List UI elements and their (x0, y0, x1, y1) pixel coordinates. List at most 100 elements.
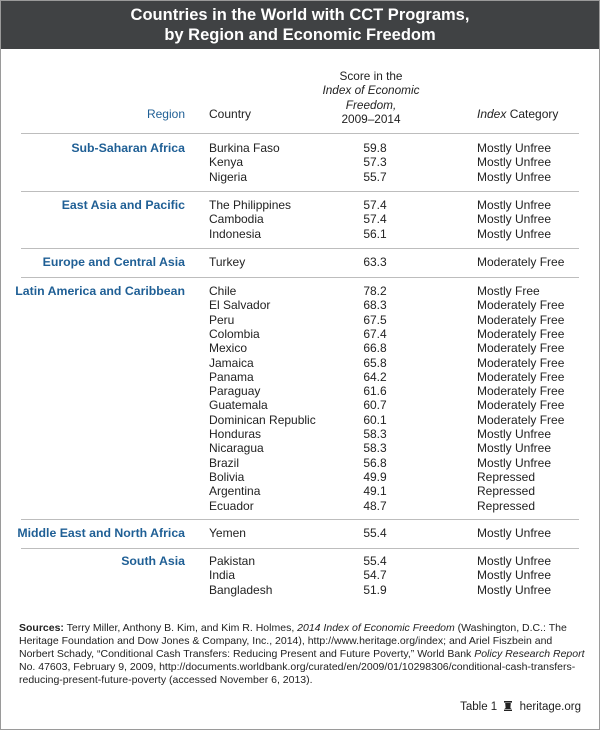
category-cell: Moderately Free (477, 398, 565, 413)
header-region: Region (146, 107, 185, 121)
country-cell: Mexico (209, 341, 248, 356)
region-label: South Asia (121, 554, 185, 568)
score-cell: 56.8 (363, 455, 387, 470)
country-cell: India (209, 568, 236, 583)
country-cell: Honduras (209, 427, 262, 441)
category-cell: Repressed (477, 498, 536, 513)
country-cell: Guatemala (209, 398, 268, 413)
score-cell: 58.3 (363, 427, 387, 441)
region-label: Sub-Saharan Africa (71, 141, 185, 155)
country-cell: Cambodia (209, 212, 264, 227)
header-score-line-1: Score in the (339, 69, 403, 83)
footer-site: heritage.org (519, 701, 581, 713)
title-line-1: Countries in the World with CCT Programs… (130, 6, 470, 24)
category-cell: Mostly Unfree (477, 198, 552, 212)
category-cell: Moderately Free (477, 384, 565, 399)
score-cell: 64.2 (363, 369, 387, 384)
sources-note: Sources: Terry Miller, Anthony B. Kim, a… (19, 622, 585, 687)
score-cell: 55.4 (363, 526, 387, 540)
category-cell: Moderately Free (477, 369, 565, 384)
category-cell: Mostly Unfree (477, 441, 552, 456)
category-cell: Moderately Free (477, 255, 565, 269)
score-cell: 57.3 (363, 155, 387, 170)
score-cell: 51.9 (363, 582, 387, 597)
header-score: Score in the Index of Economic Freedom, … (321, 69, 421, 126)
footer: Table 1 heritage.org (460, 701, 581, 713)
category-cell: Mostly Unfree (477, 526, 552, 540)
category-cell: Mostly Unfree (477, 568, 552, 583)
country-cell: Ecuador (209, 498, 254, 513)
region-label: Europe and Central Asia (42, 255, 185, 269)
row-divider (21, 191, 579, 192)
category-cell: Mostly Unfree (477, 455, 552, 470)
score-cell: 65.8 (363, 355, 387, 370)
score-cell: 68.3 (363, 298, 387, 313)
region-label: Latin America and Caribbean (15, 284, 185, 298)
country-cell: Burkina Faso (209, 141, 280, 155)
region-label: East Asia and Pacific (61, 198, 185, 212)
score-cell: 58.3 (363, 441, 387, 456)
header-score-line-4: 2009–2014 (341, 111, 401, 126)
header-score-line-3: Freedom, (345, 97, 397, 112)
category-cell: Repressed (477, 484, 536, 499)
category-cell: Moderately Free (477, 312, 565, 327)
sources-text-1: Terry Miller, Anthony B. Kim, and Kim R.… (63, 622, 298, 634)
category-cell: Moderately Free (477, 298, 565, 313)
header-category-rest: Category (506, 107, 559, 121)
country-cell: Indonesia (209, 226, 262, 241)
score-cell: 60.1 (363, 412, 387, 427)
header-country: Country (209, 107, 252, 121)
score-cell: 60.7 (363, 398, 387, 413)
score-cell: 49.1 (363, 484, 387, 499)
score-cell: 67.5 (363, 312, 387, 327)
country-cell: Chile (209, 284, 237, 298)
country-cell: Bangladesh (209, 582, 273, 597)
score-cell: 54.7 (363, 568, 387, 583)
country-cell: Yemen (209, 526, 246, 540)
category-cell: Moderately Free (477, 412, 565, 427)
category-cell: Mostly Unfree (477, 554, 552, 568)
country-cell: Nigeria (209, 169, 248, 184)
row-divider (21, 519, 579, 520)
sources-text-2: (Washington, D.C.: The Heritage Foundati… (19, 622, 567, 660)
bell-icon (504, 701, 513, 711)
row-divider (21, 548, 579, 549)
score-cell: 57.4 (363, 212, 387, 227)
sources-text-3: No. 47603, February 9, 2009, http://docu… (19, 661, 576, 686)
country-cell: Nicaragua (209, 441, 264, 456)
score-cell: 56.1 (363, 226, 387, 241)
category-cell: Mostly Free (477, 284, 540, 298)
score-cell: 63.3 (363, 255, 387, 269)
footer-table-number: Table 1 (460, 701, 498, 713)
category-cell: Mostly Unfree (477, 212, 552, 227)
header-category-italic: Index (477, 107, 507, 121)
country-cell: The Philippines (209, 198, 292, 212)
country-cell: Turkey (209, 255, 246, 269)
score-cell: 48.7 (363, 498, 387, 513)
country-cell: El Salvador (209, 298, 271, 313)
title-line-2: by Region and Economic Freedom (164, 26, 436, 44)
category-cell: Mostly Unfree (477, 427, 552, 441)
country-cell: Dominican Republic (209, 412, 316, 427)
category-cell: Moderately Free (477, 326, 565, 341)
score-cell: 55.7 (363, 169, 387, 184)
category-cell: Moderately Free (477, 355, 565, 370)
category-cell: Mostly Unfree (477, 226, 552, 241)
country-cell: Brazil (209, 455, 240, 470)
category-cell: Repressed (477, 469, 536, 484)
score-cell: 49.9 (363, 469, 387, 484)
category-cell: Mostly Unfree (477, 141, 552, 155)
country-cell: Colombia (209, 326, 260, 341)
sources-report-title: Policy Research Report (474, 648, 585, 660)
title-bar: Countries in the World with CCT Programs… (1, 1, 599, 49)
row-divider (21, 277, 579, 278)
score-cell: 61.6 (363, 384, 387, 399)
header-category: Index Category (477, 107, 558, 121)
sources-label: Sources: (19, 622, 64, 634)
country-cell: Argentina (209, 484, 261, 499)
category-cell: Mostly Unfree (477, 582, 552, 597)
region-label: Middle East and North Africa (17, 526, 185, 540)
country-cell: Bolivia (209, 469, 245, 484)
country-cell: Pakistan (209, 554, 256, 568)
